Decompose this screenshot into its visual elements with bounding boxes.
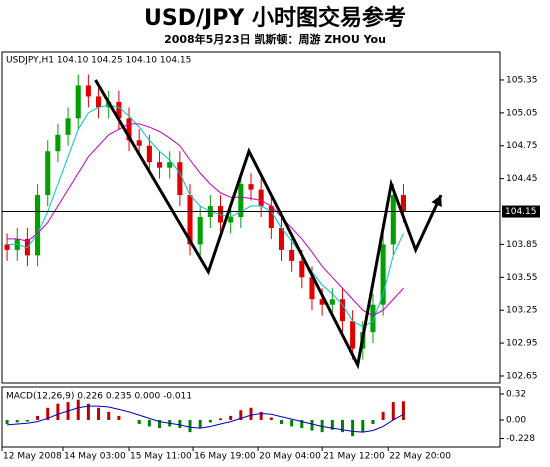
macd-label: MACD(12,26,9) 0.226 0.235 0.000 -0.011 <box>6 392 192 402</box>
y-tick-label: 103.55 <box>506 273 538 283</box>
candle-body <box>55 134 61 152</box>
x-tick-label: 20 May 04:00 <box>259 452 321 462</box>
candle-body <box>197 217 203 245</box>
x-tick-label: 21 May 12:00 <box>323 452 385 462</box>
x-tick-label: 22 May 20:00 <box>389 452 451 462</box>
candle-body <box>248 184 254 190</box>
arrow-head <box>431 195 442 208</box>
candle-body <box>370 304 376 333</box>
x-tick-label: 14 May 03:00 <box>64 452 126 462</box>
candle-body <box>339 299 346 322</box>
y-tick-label: 103.85 <box>506 240 538 250</box>
candle-body <box>167 162 173 168</box>
y-tick-label: 103.25 <box>506 306 538 316</box>
candle-body <box>329 299 335 305</box>
candle-body <box>217 206 224 223</box>
candle-body <box>85 85 91 97</box>
candle-body <box>45 151 51 196</box>
candle-body <box>278 227 285 250</box>
candle-body <box>228 217 234 223</box>
macd-tick-label: 0.32 <box>506 389 526 399</box>
candle-body <box>238 184 244 218</box>
candle-body <box>350 321 356 349</box>
candle-body <box>146 145 152 163</box>
y-tick-label: 102.65 <box>506 371 538 381</box>
y-tick-label: 105.05 <box>506 108 538 118</box>
y-tick-label: 105.35 <box>506 75 538 85</box>
candle-body <box>400 195 406 212</box>
last-price-box <box>502 205 540 218</box>
candle-body <box>65 118 71 135</box>
y-tick-label: 104.45 <box>506 174 538 184</box>
x-tick-label: 15 May 11:00 <box>130 452 192 462</box>
candle-body <box>390 195 396 245</box>
price-panel <box>1 51 501 384</box>
candle-body <box>177 162 183 196</box>
candle-body <box>116 101 122 119</box>
candle-body <box>126 118 132 141</box>
x-tick-label: 12 May 2008 <box>3 452 62 462</box>
candle-body <box>268 206 274 228</box>
ma-line <box>7 104 404 328</box>
candle-body <box>289 249 295 261</box>
candle-body <box>136 140 142 146</box>
candle-body <box>299 260 305 278</box>
candle-body <box>4 244 10 250</box>
candle-body <box>380 244 386 305</box>
candle-body <box>309 277 315 300</box>
candle-body <box>75 85 81 119</box>
chart-subtitle: 2008年5月23日 凯斯顿：周游 ZHOU You <box>164 32 386 46</box>
candle-body <box>96 96 102 108</box>
y-tick-label: 102.95 <box>506 339 538 349</box>
macd-tick-label: -0.228 <box>506 434 535 444</box>
candle-body <box>35 195 41 256</box>
candle-body <box>258 189 264 207</box>
candle-body <box>319 299 325 305</box>
candle-body <box>156 162 163 168</box>
macd-tick-label: 0.00 <box>506 415 526 425</box>
zigzag-annotation <box>94 79 443 370</box>
ma-line <box>7 123 404 317</box>
last-price-label: 104.15 <box>505 207 537 217</box>
y-tick-label: 104.75 <box>506 141 538 151</box>
chart-title: USD/JPY 小时图交易参考 <box>144 5 406 31</box>
candle-body <box>187 195 193 245</box>
chart-header: USDJPY,H1 104.10 104.25 104.10 104.15 <box>6 56 191 66</box>
x-tick-label: 16 May 19:00 <box>194 452 256 462</box>
macd-signal <box>7 405 404 433</box>
